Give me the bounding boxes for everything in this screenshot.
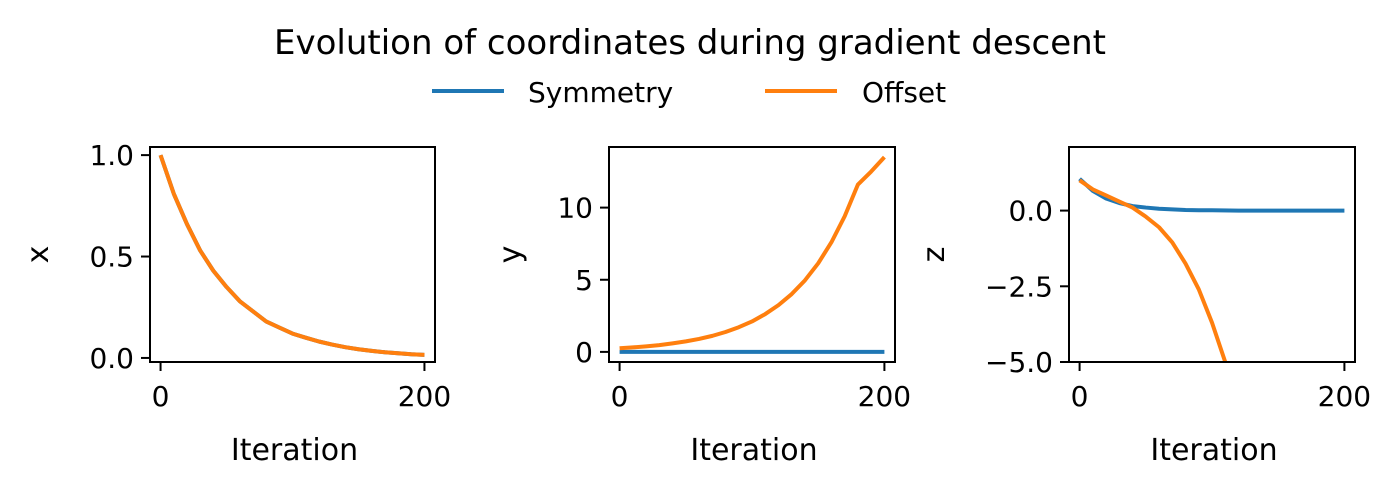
subplot-2: 0 200 0 5 10 Iteration y [493,146,911,468]
legend-label-offset: Offset [862,76,946,109]
series-lines [1078,177,1345,362]
x-tick-label: 200 [858,380,911,413]
series-lines [619,155,886,354]
axes-frame [149,146,436,363]
y-axis-label: y [493,246,528,264]
legend: Symmetry Offset [432,76,946,109]
axes-frame [1068,146,1356,363]
series-line-offset [158,154,425,357]
x-axis-label: Iteration [1150,433,1277,468]
x-axis-label: Iteration [690,433,817,468]
x-tick-label: 0 [611,380,629,413]
legend-label-symmetry: Symmetry [528,76,673,109]
series-line-symmetry [158,154,425,357]
subplot-3: 0 200 −5.0 −2.5 0.0 Iteration z [917,146,1371,468]
chart-title: Evolution of coordinates during gradient… [274,23,1106,63]
y-tick-label: 10 [557,192,593,225]
y-tick-label: 0.5 [89,241,134,274]
x-tick-label: 200 [398,380,451,413]
axes-frame [608,146,896,363]
y-axis-label: x [21,246,56,264]
x-tick-label: 0 [1071,380,1089,413]
x-tick-label: 0 [152,380,170,413]
series-line-offset [1078,178,1228,362]
subplots: 0 200 0.0 0.5 1.0 Iteration x 0 200 0 5 10 Iteration… [21,139,1371,468]
subplot-1: 0 200 0.0 0.5 1.0 Iteration x [21,139,451,468]
y-tick-label: 1.0 [89,139,134,172]
y-tick-label: −2.5 [985,270,1053,303]
y-tick-label: 5 [575,264,593,297]
y-tick-label: 0 [575,336,593,369]
series-line-symmetry [1078,177,1345,213]
y-axis-label: z [917,247,952,263]
y-tick-label: 0.0 [1008,195,1053,228]
y-tick-label: −5.0 [985,346,1053,379]
series-line-offset [619,155,886,351]
x-tick-label: 200 [1318,380,1371,413]
x-axis-label: Iteration [231,433,358,468]
y-tick-label: 0.0 [89,342,134,375]
series-lines [158,154,425,357]
